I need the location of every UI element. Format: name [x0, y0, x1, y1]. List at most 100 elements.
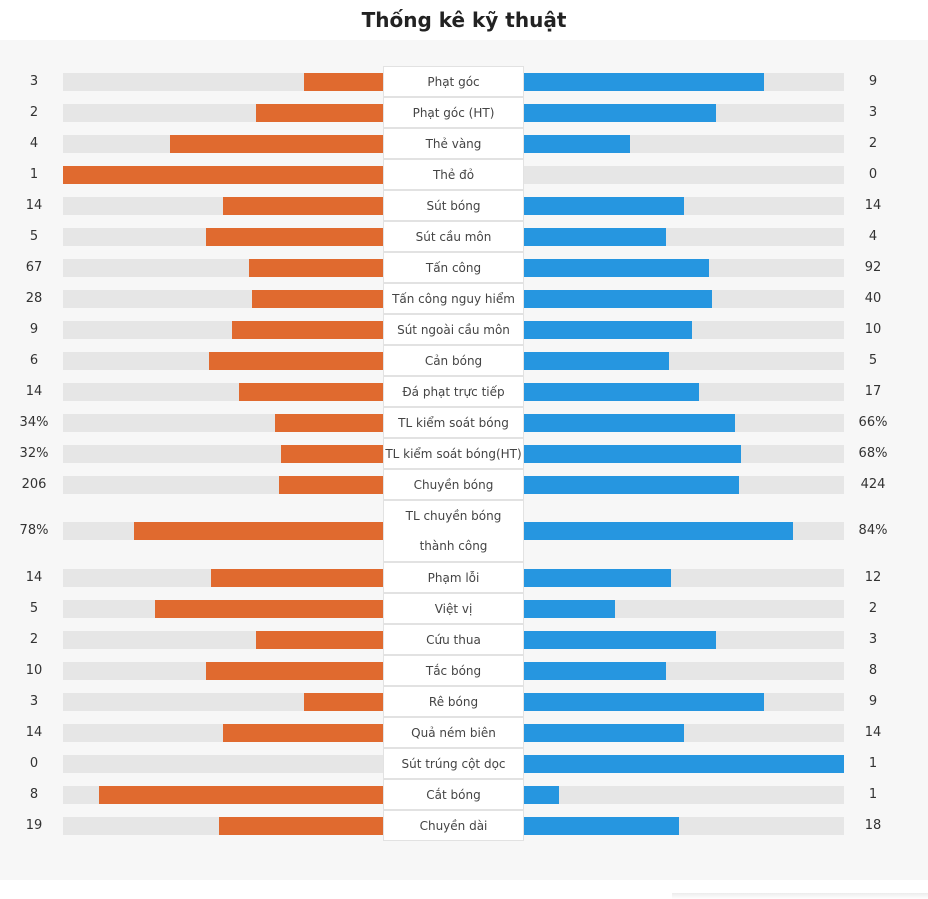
away-bar — [523, 662, 666, 680]
stat-label: Rê bóng — [383, 686, 524, 717]
away-value: 84% — [858, 523, 888, 538]
home-value: 2 — [29, 632, 39, 647]
away-bar — [523, 631, 716, 649]
away-value: 4 — [868, 229, 878, 244]
stat-label: Sút trúng cột dọc — [383, 748, 524, 779]
stat-label: Tấn công nguy hiểm — [383, 283, 524, 314]
home-bar-track — [63, 321, 384, 339]
home-bar-track — [63, 228, 384, 246]
away-value: 40 — [864, 291, 882, 306]
stat-label: Sút ngoài cầu môn — [383, 314, 524, 345]
away-value: 0 — [868, 167, 878, 182]
stat-label: Tấn công — [383, 252, 524, 283]
stat-row: 3 Rê bóng 9 — [0, 686, 928, 717]
home-bar-track — [63, 414, 384, 432]
home-bar-track — [63, 755, 384, 773]
home-bar — [219, 817, 384, 835]
away-bar-track — [523, 135, 844, 153]
home-value: 5 — [29, 229, 39, 244]
away-bar — [523, 352, 669, 370]
away-bar-track — [523, 197, 844, 215]
away-bar — [523, 135, 630, 153]
home-bar — [170, 135, 384, 153]
stat-row: 0 Sút trúng cột dọc 1 — [0, 748, 928, 779]
home-bar — [256, 104, 384, 122]
home-bar-track — [63, 166, 384, 184]
home-value: 14 — [25, 198, 43, 213]
home-value: 9 — [29, 322, 39, 337]
away-bar-track — [523, 321, 844, 339]
home-bar — [252, 290, 384, 308]
stat-row: 206 Chuyền bóng 424 — [0, 469, 928, 500]
stat-row: 5 Sút cầu môn 4 — [0, 221, 928, 252]
away-bar-track — [523, 290, 844, 308]
away-value: 68% — [858, 446, 888, 461]
away-bar — [523, 724, 684, 742]
away-bar — [523, 197, 684, 215]
home-bar-track — [63, 259, 384, 277]
away-value: 1 — [868, 756, 878, 771]
away-bar-track — [523, 259, 844, 277]
home-value: 32% — [19, 446, 49, 461]
stat-row: 5 Việt vị 2 — [0, 593, 928, 624]
home-bar — [99, 786, 384, 804]
home-bar — [256, 631, 384, 649]
home-bar-track — [63, 817, 384, 835]
home-bar-track — [63, 104, 384, 122]
stat-label: Quả ném biên — [383, 717, 524, 748]
home-bar-track — [63, 135, 384, 153]
home-bar — [232, 321, 384, 339]
stat-label: Đá phạt trực tiếp — [383, 376, 524, 407]
away-bar — [523, 104, 716, 122]
away-bar-track — [523, 476, 844, 494]
away-value: 14 — [864, 725, 882, 740]
stat-label: Cản bóng — [383, 345, 524, 376]
home-bar — [304, 693, 384, 711]
home-bar — [223, 724, 384, 742]
stat-row: 78% TL chuyền bóng thành công 84% — [0, 500, 928, 562]
home-value: 78% — [19, 523, 49, 538]
away-bar — [523, 383, 699, 401]
away-bar — [523, 693, 764, 711]
away-bar — [523, 73, 764, 91]
stat-row: 10 Tắc bóng 8 — [0, 655, 928, 686]
away-value: 14 — [864, 198, 882, 213]
home-value: 1 — [29, 167, 39, 182]
stat-label: Tắc bóng — [383, 655, 524, 686]
stat-row: 3 Phạt góc 9 — [0, 66, 928, 97]
home-bar-track — [63, 569, 384, 587]
away-bar — [523, 817, 679, 835]
away-bar-track — [523, 817, 844, 835]
home-bar — [304, 73, 384, 91]
stat-row: 6 Cản bóng 5 — [0, 345, 928, 376]
away-bar — [523, 755, 844, 773]
home-bar-track — [63, 73, 384, 91]
away-bar — [523, 290, 712, 308]
away-value: 9 — [868, 694, 878, 709]
home-value: 14 — [25, 384, 43, 399]
stat-row: 14 Quả ném biên 14 — [0, 717, 928, 748]
home-bar-track — [63, 476, 384, 494]
stat-row: 1 Thẻ đỏ 0 — [0, 159, 928, 190]
stat-label: Thẻ vàng — [383, 128, 524, 159]
home-bar — [249, 259, 384, 277]
stat-row: 34% TL kiểm soát bóng 66% — [0, 407, 928, 438]
away-bar-track — [523, 414, 844, 432]
home-bar-track — [63, 197, 384, 215]
home-bar-track — [63, 724, 384, 742]
stat-label: Sút bóng — [383, 190, 524, 221]
away-value: 12 — [864, 570, 882, 585]
away-bar-track — [523, 352, 844, 370]
home-bar-track — [63, 662, 384, 680]
stat-row: 32% TL kiểm soát bóng(HT) 68% — [0, 438, 928, 469]
away-bar-track — [523, 662, 844, 680]
stat-label: Cứu thua — [383, 624, 524, 655]
away-bar — [523, 786, 559, 804]
home-bar — [155, 600, 384, 618]
stat-row: 14 Phạm lỗi 12 — [0, 562, 928, 593]
away-bar — [523, 321, 692, 339]
home-value: 4 — [29, 136, 39, 151]
stat-label: TL chuyền bóng thành công — [383, 500, 524, 562]
stat-label: TL kiểm soát bóng — [383, 407, 524, 438]
stat-label: Chuyền dài — [383, 810, 524, 841]
